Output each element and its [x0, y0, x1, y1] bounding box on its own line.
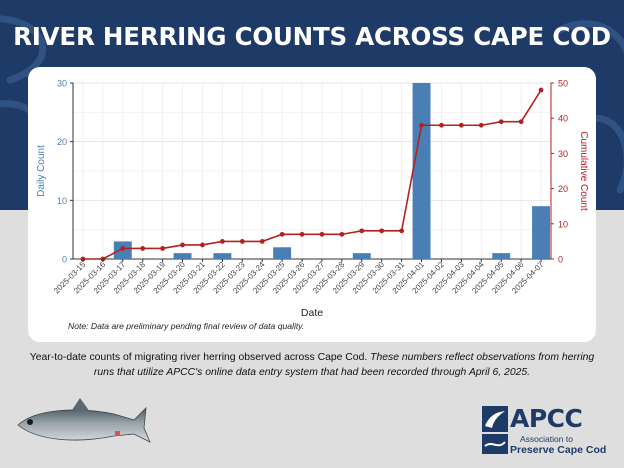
cumulative-point	[279, 231, 285, 237]
y-right-tick-label: 30	[558, 149, 568, 159]
caption-text: Year-to-date counts of migrating river h…	[29, 352, 368, 363]
logo-subtitle-1: Association to	[520, 434, 573, 444]
bar	[173, 253, 192, 259]
bar	[213, 253, 232, 259]
y-right-axis-title: Cumulative Count	[578, 131, 589, 211]
cumulative-point	[538, 87, 544, 93]
caption: Year-to-date counts of migrating river h…	[20, 351, 604, 380]
y-left-tick-label: 0	[62, 255, 67, 265]
bar	[532, 206, 551, 259]
cumulative-point	[239, 239, 245, 244]
apcc-logo-mark-icon	[482, 406, 508, 454]
bar	[273, 247, 292, 259]
cumulative-point	[399, 228, 405, 234]
cumulative-point	[140, 246, 146, 251]
cumulative-point	[120, 246, 126, 251]
bar	[492, 253, 511, 259]
logo-subtitle-2: Preserve Cape Cod	[510, 444, 607, 456]
apcc-logo: APCC Association to Preserve Cape Cod	[482, 404, 612, 458]
cumulative-point	[478, 122, 484, 128]
cumulative-point	[498, 119, 504, 125]
cumulative-point	[259, 239, 265, 244]
cumulative-point	[319, 231, 325, 237]
y-left-axis-title: Daily Count	[36, 145, 47, 197]
y-right-tick-label: 0	[558, 255, 563, 265]
cumulative-point	[379, 228, 385, 234]
x-axis-title: Date	[301, 307, 323, 319]
bar	[412, 83, 431, 259]
cumulative-point	[339, 231, 345, 237]
y-right-tick-label: 40	[558, 114, 568, 124]
cumulative-point	[180, 242, 185, 248]
cumulative-point	[439, 122, 444, 128]
y-left-tick-label: 20	[57, 137, 67, 147]
cumulative-point	[200, 242, 205, 248]
page-title: RIVER HERRING COUNTS ACROSS CAPE COD	[13, 22, 611, 51]
cumulative-point	[419, 122, 424, 128]
cumulative-point	[518, 119, 524, 125]
cumulative-point	[160, 246, 166, 251]
herring-fish-image	[17, 398, 151, 443]
logo-name: APCC	[510, 404, 583, 433]
y-left-tick-label: 10	[57, 196, 67, 206]
bar	[352, 253, 371, 259]
cumulative-line	[82, 89, 542, 260]
y-right-tick-label: 10	[558, 219, 568, 229]
y-left-tick-label: 30	[57, 79, 67, 89]
cumulative-point	[299, 231, 305, 237]
cumulative-point	[458, 122, 464, 128]
cumulative-point	[219, 239, 225, 244]
combo-chart: 0102030010203040502025-03-152025-03-1620…	[36, 79, 589, 332]
y-right-tick-label: 20	[558, 184, 568, 194]
y-right-tick-label: 50	[558, 79, 568, 89]
caption-italic-text: These numbers reflect observations from …	[93, 352, 595, 378]
cumulative-point	[359, 228, 365, 234]
chart-card: 0 10 20 30 0 10 20 30 40 50 2025-03-15 2025-03-16 20…	[28, 67, 596, 342]
chart-note: Note: Data are preliminary pending final…	[68, 321, 304, 331]
